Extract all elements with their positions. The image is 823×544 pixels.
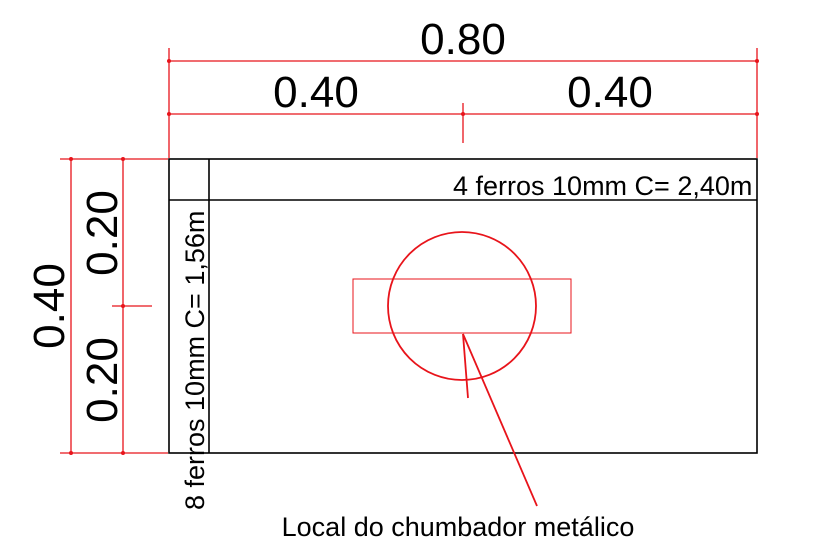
side-bars-label: 8 ferros 10mm C= 1,56m bbox=[180, 211, 210, 510]
dim-half-width-left: 0.40 bbox=[273, 68, 359, 117]
dim-lower-height: 0.20 bbox=[78, 337, 127, 423]
anchor-leader bbox=[462, 333, 538, 507]
anchor-rod bbox=[462, 333, 469, 399]
anchor-plate bbox=[352, 278, 572, 334]
dim-overall-height: 0.40 bbox=[25, 263, 74, 349]
dim-upper-height: 0.20 bbox=[78, 190, 127, 276]
anchor-location-label: Local do chumbador metálico bbox=[282, 512, 635, 542]
dim-half-width-right: 0.40 bbox=[567, 68, 653, 117]
footing-outline bbox=[168, 158, 758, 454]
footing-section bbox=[168, 158, 758, 454]
top-dimension-lines bbox=[168, 48, 758, 158]
dim-overall-width: 0.80 bbox=[420, 15, 506, 64]
top-bars-label: 4 ferros 10mm C= 2,40m bbox=[453, 171, 752, 201]
anchor-circle bbox=[387, 231, 537, 381]
left-dimension-ticks bbox=[69, 157, 125, 455]
top-dimension-ticks bbox=[167, 59, 759, 116]
anchor-group bbox=[352, 231, 572, 507]
